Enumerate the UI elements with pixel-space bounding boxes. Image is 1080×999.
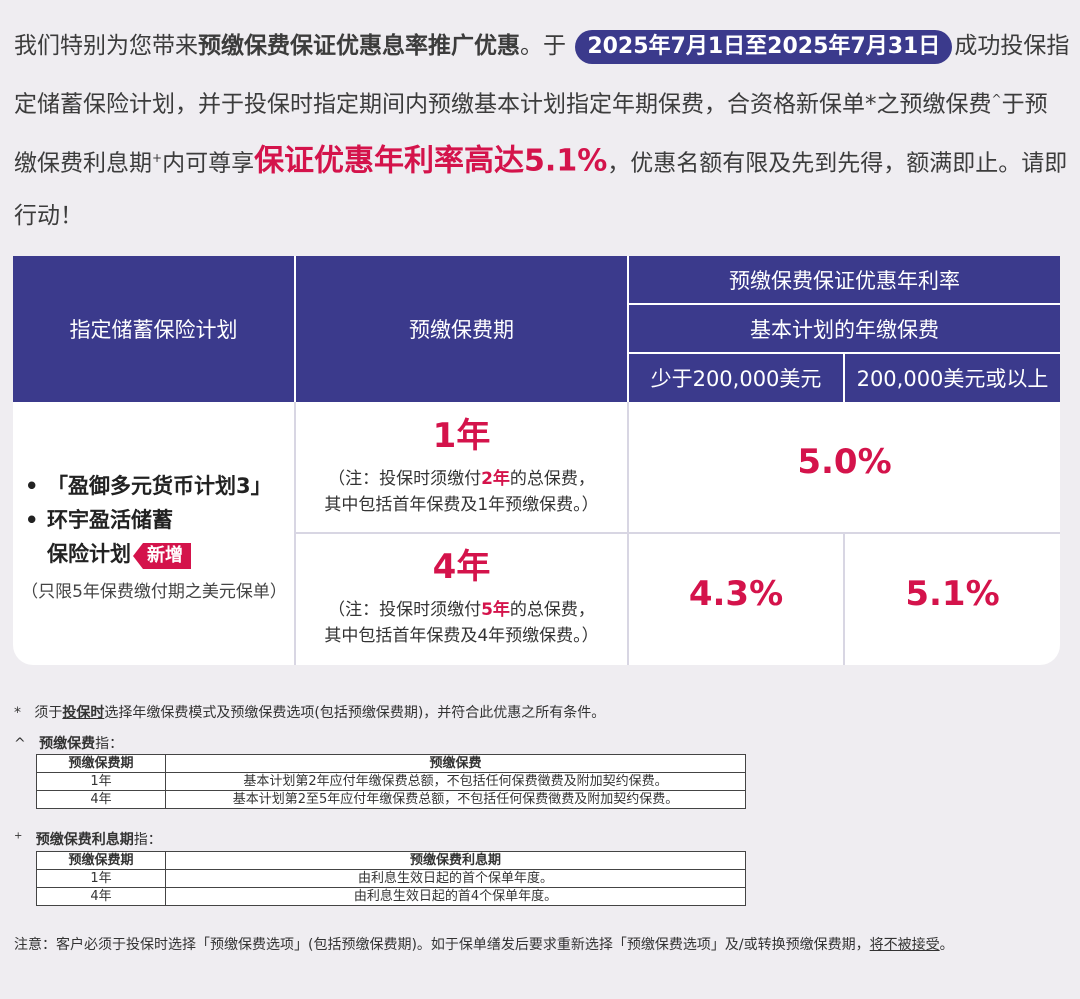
date-range-badge: 2025年7月1日至2025年7月31日 (575, 30, 953, 64)
header-less-than: 少于200,000美元 (629, 354, 843, 402)
intro-text-1: 我们特别为您带来 (14, 33, 198, 59)
divider (294, 402, 296, 665)
table-header: 预缴保费期 (36, 754, 166, 773)
intro-paragraph: 我们特别为您带来预缴保费保证优惠息率推广优惠。于 2025年7月1日至2025年… (14, 20, 1070, 243)
period-row-2: 4年 （注：投保时须缴付5年的总保费， 其中包括首年保费及4年预缴保费。） (296, 547, 627, 649)
table-row: 1年 由利息生效日起的首个保单年度。 (36, 869, 746, 888)
footnote-star: * 须于投保时选择年缴保费模式及预缴保费选项(包括预缴保费期)，并符合此优惠之所… (14, 705, 606, 721)
intro-text-5: 内可尊享 (162, 150, 255, 177)
footnote-caret: ^ 预缴保费指： (14, 736, 124, 752)
rate-table: 指定储蓄保险计划 预缴保费期 预缴保费保证优惠年利率 基本计划的年缴保费 少于2… (13, 256, 1060, 665)
plan-cell: • 「盈御多元货币计划3」 • 环宇盈活储蓄 保险计划 新增 （只限5年保费缴付期之美… (13, 403, 295, 665)
rate-row-2-more: 5.1% (905, 574, 1000, 614)
period-note: （注：投保时须缴付5年的总保费， 其中包括首年保费及4年预缴保费。） (324, 600, 599, 646)
intro-text-3: 成功投保指定储蓄保险计划，并于投保时指定期间内预缴基本计划指定年期保费，合资格新… (14, 33, 1070, 118)
plus-mark: + (152, 150, 163, 165)
period-value: 4年 (432, 547, 491, 587)
header-period: 预缴保费期 (296, 256, 627, 402)
table-row: 4年 由利息生效日起的首4个保单年度。 (36, 887, 746, 906)
table-row: 1年 基本计划第2年应付年缴保费总额，不包括任何保费徵费及附加契约保费。 (36, 772, 746, 791)
period-value: 1年 (432, 416, 491, 456)
list-item: 保险计划 新增 (25, 537, 272, 571)
table-header: 预缴保费利息期 (165, 851, 746, 870)
period-row-1: 1年 （注：投保时须缴付2年的总保费， 其中包括首年保费及1年预缴保费。） (296, 416, 627, 518)
intro-text-6: ，优惠名额有限及先到先得，额满即止。请即行动！ (14, 150, 1068, 230)
intro-text-2: 。于 (520, 33, 566, 59)
interest-period-table: 预缴保费期 预缴保费利息期 1年 由利息生效日起的首个保单年度。 4年 由利息生效日起… (36, 851, 746, 906)
disclaimer-note: 注意：客户必须于投保时选择「预缴保费选项」(包括预缴保费期)。如于保单缮发后要求… (14, 937, 954, 953)
divider (296, 532, 1060, 534)
header-plan: 指定储蓄保险计划 (13, 256, 294, 402)
rate-row-1: 5.0% (797, 442, 892, 482)
rate-highlight: 保证优惠年利率高达5.1% (254, 143, 608, 179)
list-item: • 「盈御多元货币计划3」 (25, 474, 272, 498)
rate-row-2-less: 4.3% (688, 574, 784, 614)
footnote-plus: + 预缴保费利息期指： (14, 830, 162, 848)
header-rate: 预缴保费保证优惠年利率 (629, 256, 1060, 303)
promo-name: 预缴保费保证优惠息率推广优惠 (198, 33, 520, 59)
table-header: 预缴保费期 (36, 851, 166, 870)
period-note: （注：投保时须缴付2年的总保费， 其中包括首年保费及1年预缴保费。） (324, 469, 599, 515)
table-row: 4年 基本计划第2至5年应付年缴保费总额，不包括任何保费徵费及附加契约保费。 (36, 790, 746, 809)
list-item: • 环宇盈活储蓄 (25, 508, 173, 532)
plan-note: （只限5年保费缴付期之美元保单） (21, 582, 287, 602)
premium-table: 预缴保费期 预缴保费 1年 基本计划第2年应付年缴保费总额，不包括任何保费徵费及附加… (36, 754, 746, 809)
plan-list: • 「盈御多元货币计划3」 • 环宇盈活储蓄 保险计划 新增 (25, 469, 272, 571)
caret-mark: ^ (991, 92, 1002, 106)
new-badge: 新增 (133, 543, 191, 569)
intro-text-4: 于预缴保费利息期 (14, 91, 1048, 177)
header-more-than: 200,000美元或以上 (845, 354, 1060, 402)
divider (843, 533, 845, 665)
table-header: 预缴保费 (165, 754, 746, 773)
header-base-premium: 基本计划的年缴保费 (629, 305, 1060, 352)
